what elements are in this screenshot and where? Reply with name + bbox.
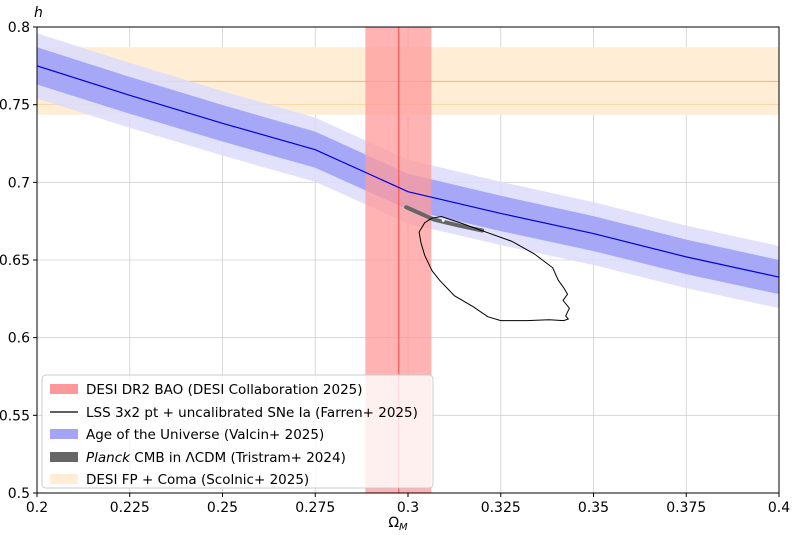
lss-contour: [418, 215, 570, 322]
planck-center-mark: [441, 218, 445, 222]
axis-ticks: 0.2 0.225 0.25 0.275 0.3 0.325 0.35 0.375 0.4 0.5…: [0, 20, 790, 516]
legend: DESI DR2 BAO (DESI Collaboration 2025) L…: [41, 374, 434, 489]
legend-swatch-fp: [50, 474, 78, 484]
y-tick-label: 0.65: [0, 253, 30, 269]
legend-label-planck-italic: Planck: [86, 450, 131, 466]
legend-box: [41, 374, 434, 489]
y-tick-label: 0.6: [8, 331, 30, 347]
x-axis-label-sub: M: [399, 522, 408, 533]
legend-label-planck-rest: CMB in ΛCDM (Tristram+ 2024): [134, 450, 346, 466]
legend-swatch-age: [50, 429, 78, 439]
x-tick-label: 0.4: [768, 500, 790, 516]
age-band-1sigma: [37, 47, 779, 295]
x-tick-label: 0.325: [481, 500, 521, 516]
legend-swatch-planck: [50, 452, 78, 462]
legend-label-lss: LSS 3x2 pt + uncalibrated SNe Ia (Farren…: [86, 405, 418, 421]
legend-label-bao: DESI DR2 BAO (DESI Collaboration 2025): [86, 382, 363, 398]
x-tick-label: 0.3: [397, 500, 419, 516]
x-tick-label: 0.2: [26, 500, 48, 516]
legend-label-planck: Planck CMB in ΛCDM (Tristram+ 2024): [86, 450, 346, 466]
x-axis-label-main: Ω: [388, 515, 399, 531]
age-center-line: [37, 65, 779, 278]
x-tick-label: 0.375: [666, 500, 706, 516]
y-tick-label: 0.75: [0, 98, 30, 114]
legend-label-age: Age of the Universe (Valcin+ 2025): [86, 427, 324, 443]
y-tick-label: 0.7: [8, 175, 30, 191]
y-tick-label: 0.8: [8, 20, 30, 36]
legend-swatch-bao: [50, 384, 78, 394]
planck-contour: [404, 205, 485, 233]
x-tick-label: 0.35: [578, 500, 609, 516]
y-tick-label: 0.5: [8, 486, 30, 502]
x-axis-label: ΩM: [388, 515, 408, 533]
legend-label-fp: DESI FP + Coma (Scolnic+ 2025): [86, 472, 309, 488]
x-tick-label: 0.275: [295, 500, 335, 516]
y-tick-label: 0.55: [0, 408, 30, 424]
x-tick-label: 0.25: [207, 500, 238, 516]
y-axis-label: h: [34, 5, 43, 21]
x-tick-label: 0.225: [110, 500, 150, 516]
